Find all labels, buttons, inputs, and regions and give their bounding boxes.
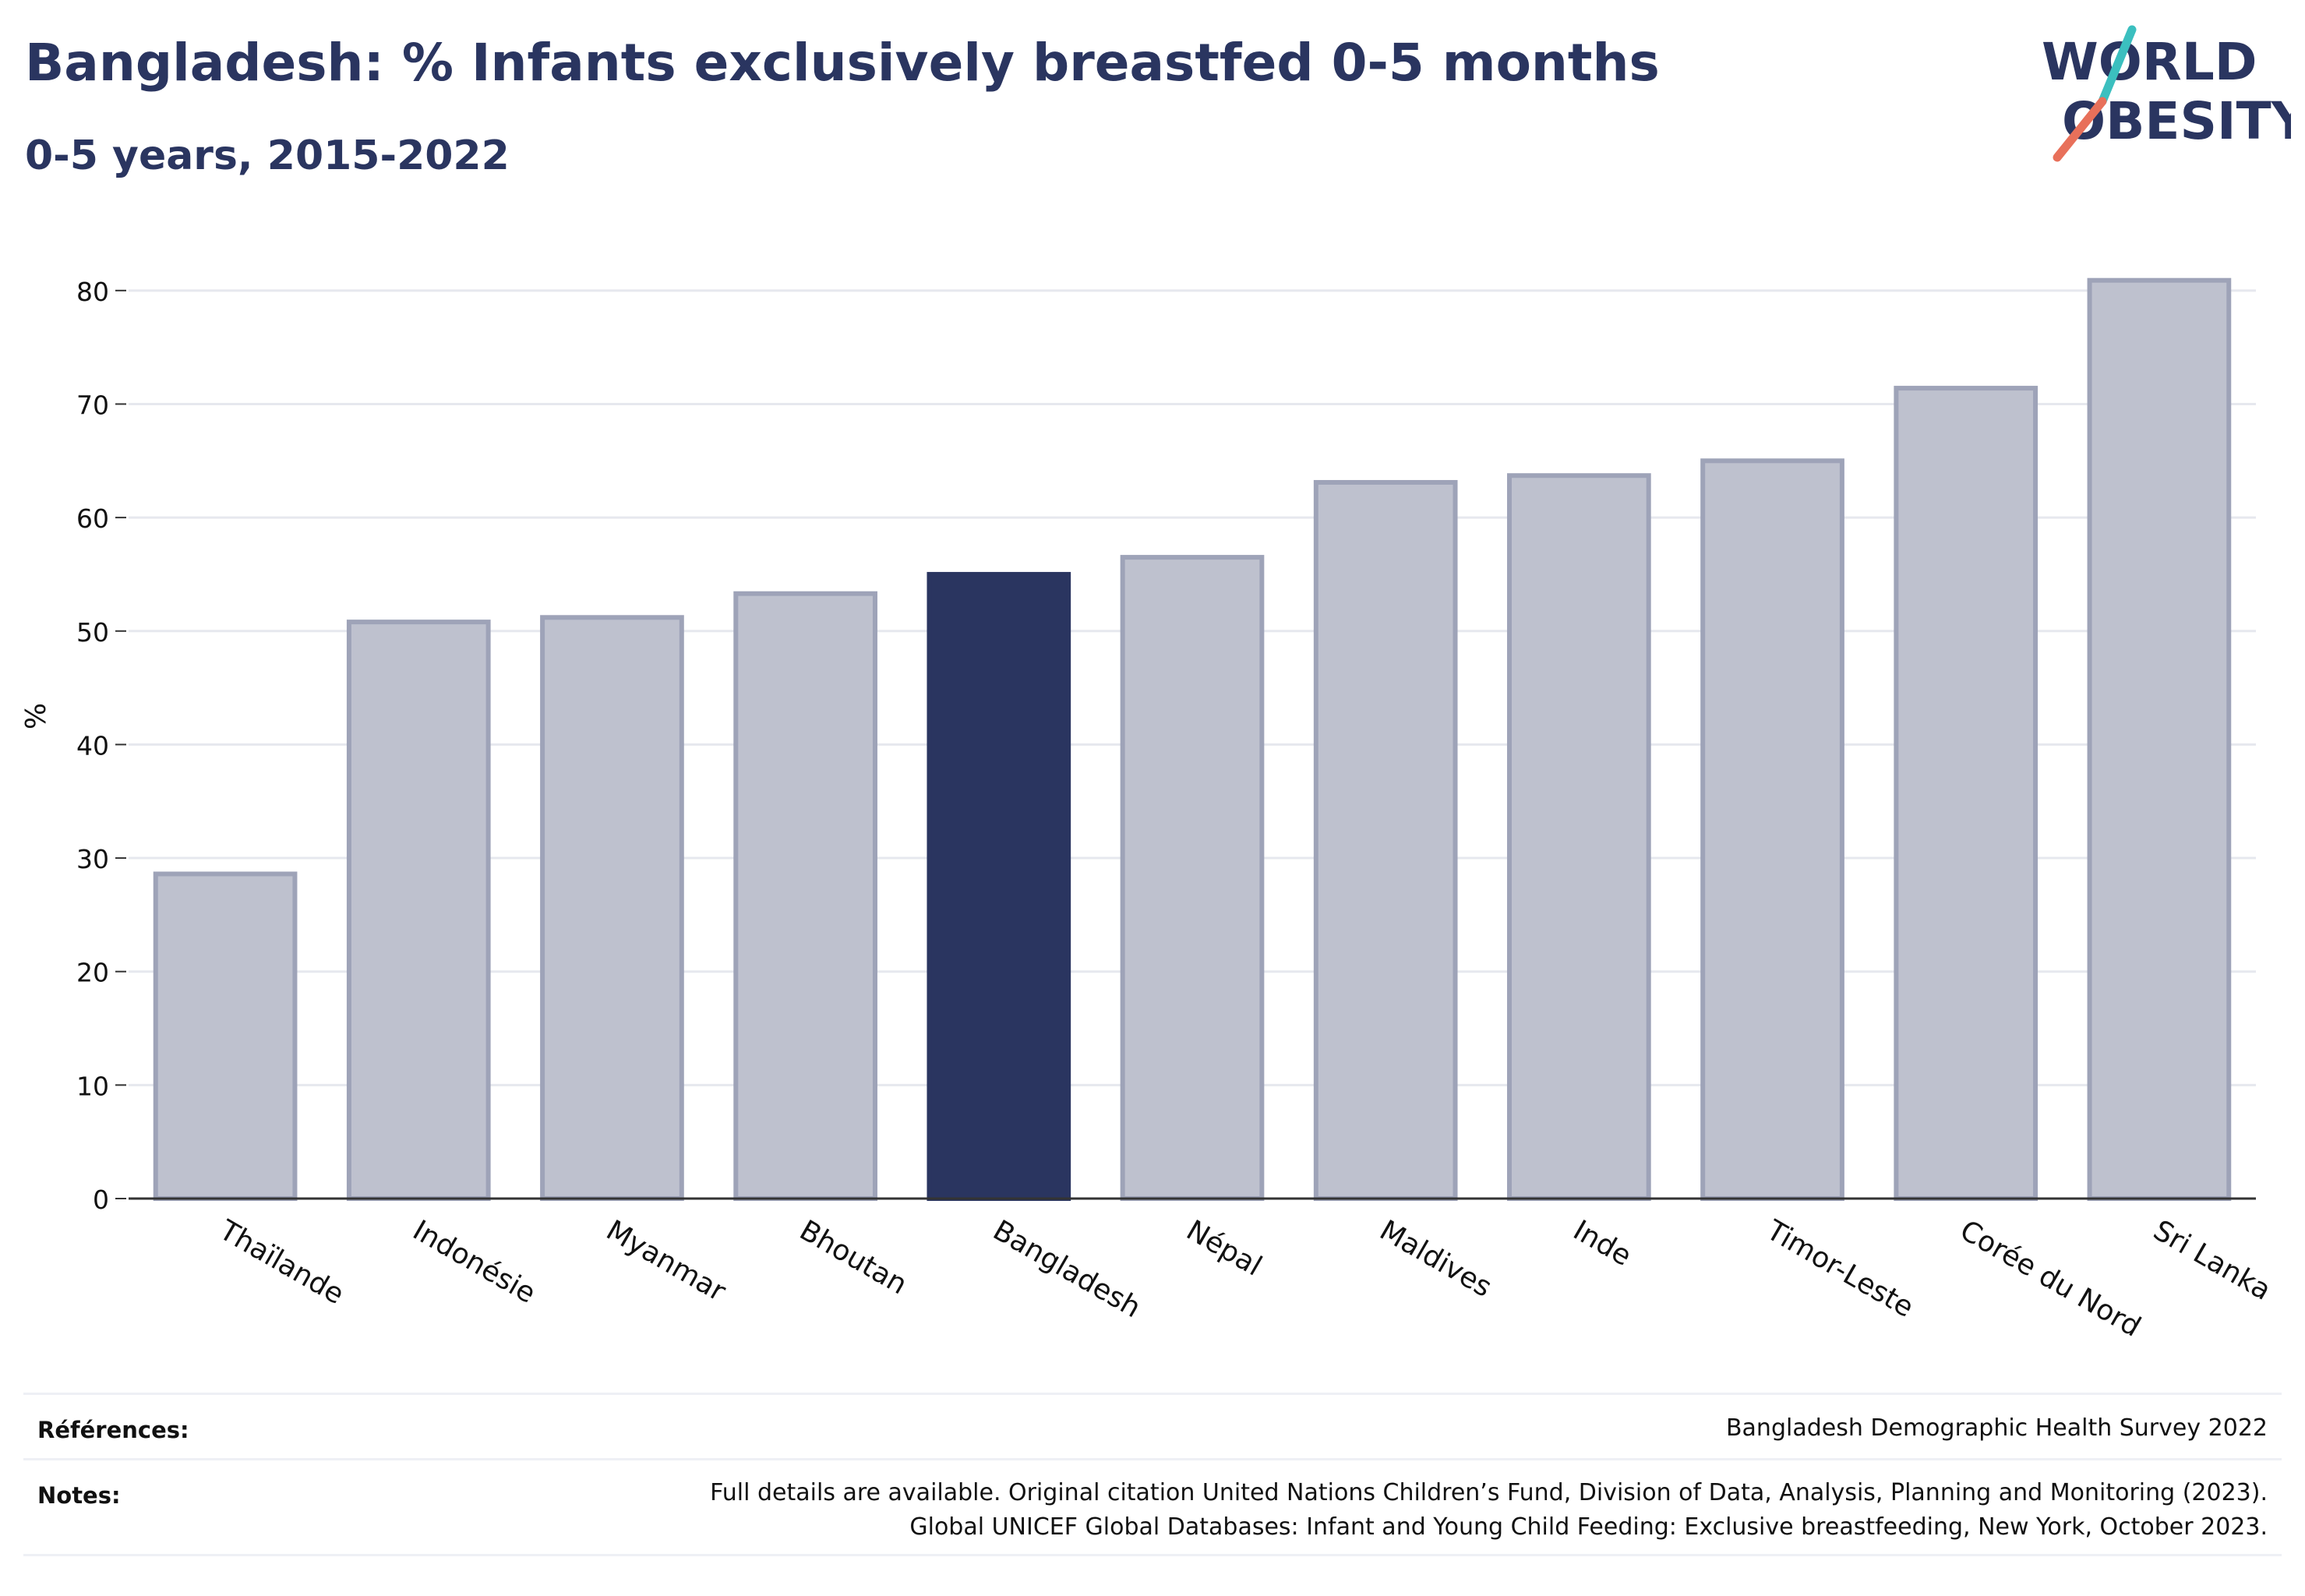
bar-bangladesh [927,571,1071,1201]
references-label: Références: [37,1417,189,1443]
bar-bhoutan [733,591,877,1201]
bar-timor-leste [1700,458,1844,1201]
x-tick-label: Inde [1568,1214,1636,1273]
bar-indon-sie [346,620,491,1201]
y-tick-label: 70 [76,390,109,420]
x-tick-label: Timor-Leste [1760,1214,1918,1324]
x-axis-ticks: Thaïlande Indonésie Myanmar Bhoutan Banglade… [214,1214,2276,1340]
y-tick-label: 20 [76,958,109,988]
references-text: Bangladesh Demographic Health Survey 202… [1725,1414,2268,1442]
y-tick-label: 30 [76,844,109,874]
x-tick-label: Thaïlande [214,1214,349,1311]
y-tick-label: 50 [76,617,109,648]
y-axis-label: % [20,703,52,729]
x-tick-label: Bhoutan [794,1214,912,1301]
bar-chart: 0 10 20 30 40 50 60 70 80 Thaïlande Indonésie Myan… [20,277,2276,1340]
y-tick-label: 40 [76,730,109,761]
y-tick-label: 60 [76,503,109,534]
logo-text-world: WORLD [2042,32,2257,92]
chart-subtitle: 0-5 years, 2015-2022 [25,132,510,179]
notes-line-2: Global UNICEF Global Databases: Infant a… [909,1513,2268,1541]
x-tick-label: Bangladesh [987,1214,1145,1324]
bars [153,277,2232,1202]
x-tick-label: Corée du Nord [1954,1214,2146,1340]
notes-line-1: Full details are available. Original cit… [710,1479,2268,1506]
footer-divider-top [23,1393,2282,1395]
bar-myanmar [540,615,684,1201]
bar-tha-lande [153,871,298,1202]
x-tick-label: Indonésie [408,1214,541,1310]
x-tick-label: Népal [1181,1214,1268,1283]
bar-maldives [1313,479,1458,1201]
y-tick-label: 80 [76,277,109,307]
x-tick-label: Myanmar [601,1214,731,1308]
bar-n-pal [1120,555,1265,1201]
x-tick-label: Maldives [1375,1214,1497,1304]
chart-title: Bangladesh: % Infants exclusively breast… [25,33,1660,93]
footer-divider-bottom [23,1554,2282,1556]
bar-cor-e-du-nord [1894,386,2038,1202]
logo-slash-coral [2053,97,2107,162]
footer-divider-middle [23,1458,2282,1460]
world-obesity-logo: WORLD OBESITY [2042,25,2291,162]
y-axis-ticks: 0 10 20 30 40 50 60 70 80 [76,277,126,1215]
notes-label: Notes: [37,1482,121,1509]
y-tick-label: 0 [93,1185,109,1215]
bar-sri-lanka [2087,277,2232,1201]
bar-inde [1507,473,1651,1201]
x-tick-label: Sri Lanka [2148,1214,2276,1307]
y-tick-label: 10 [76,1071,109,1101]
logo-slash-teal [2098,25,2137,106]
